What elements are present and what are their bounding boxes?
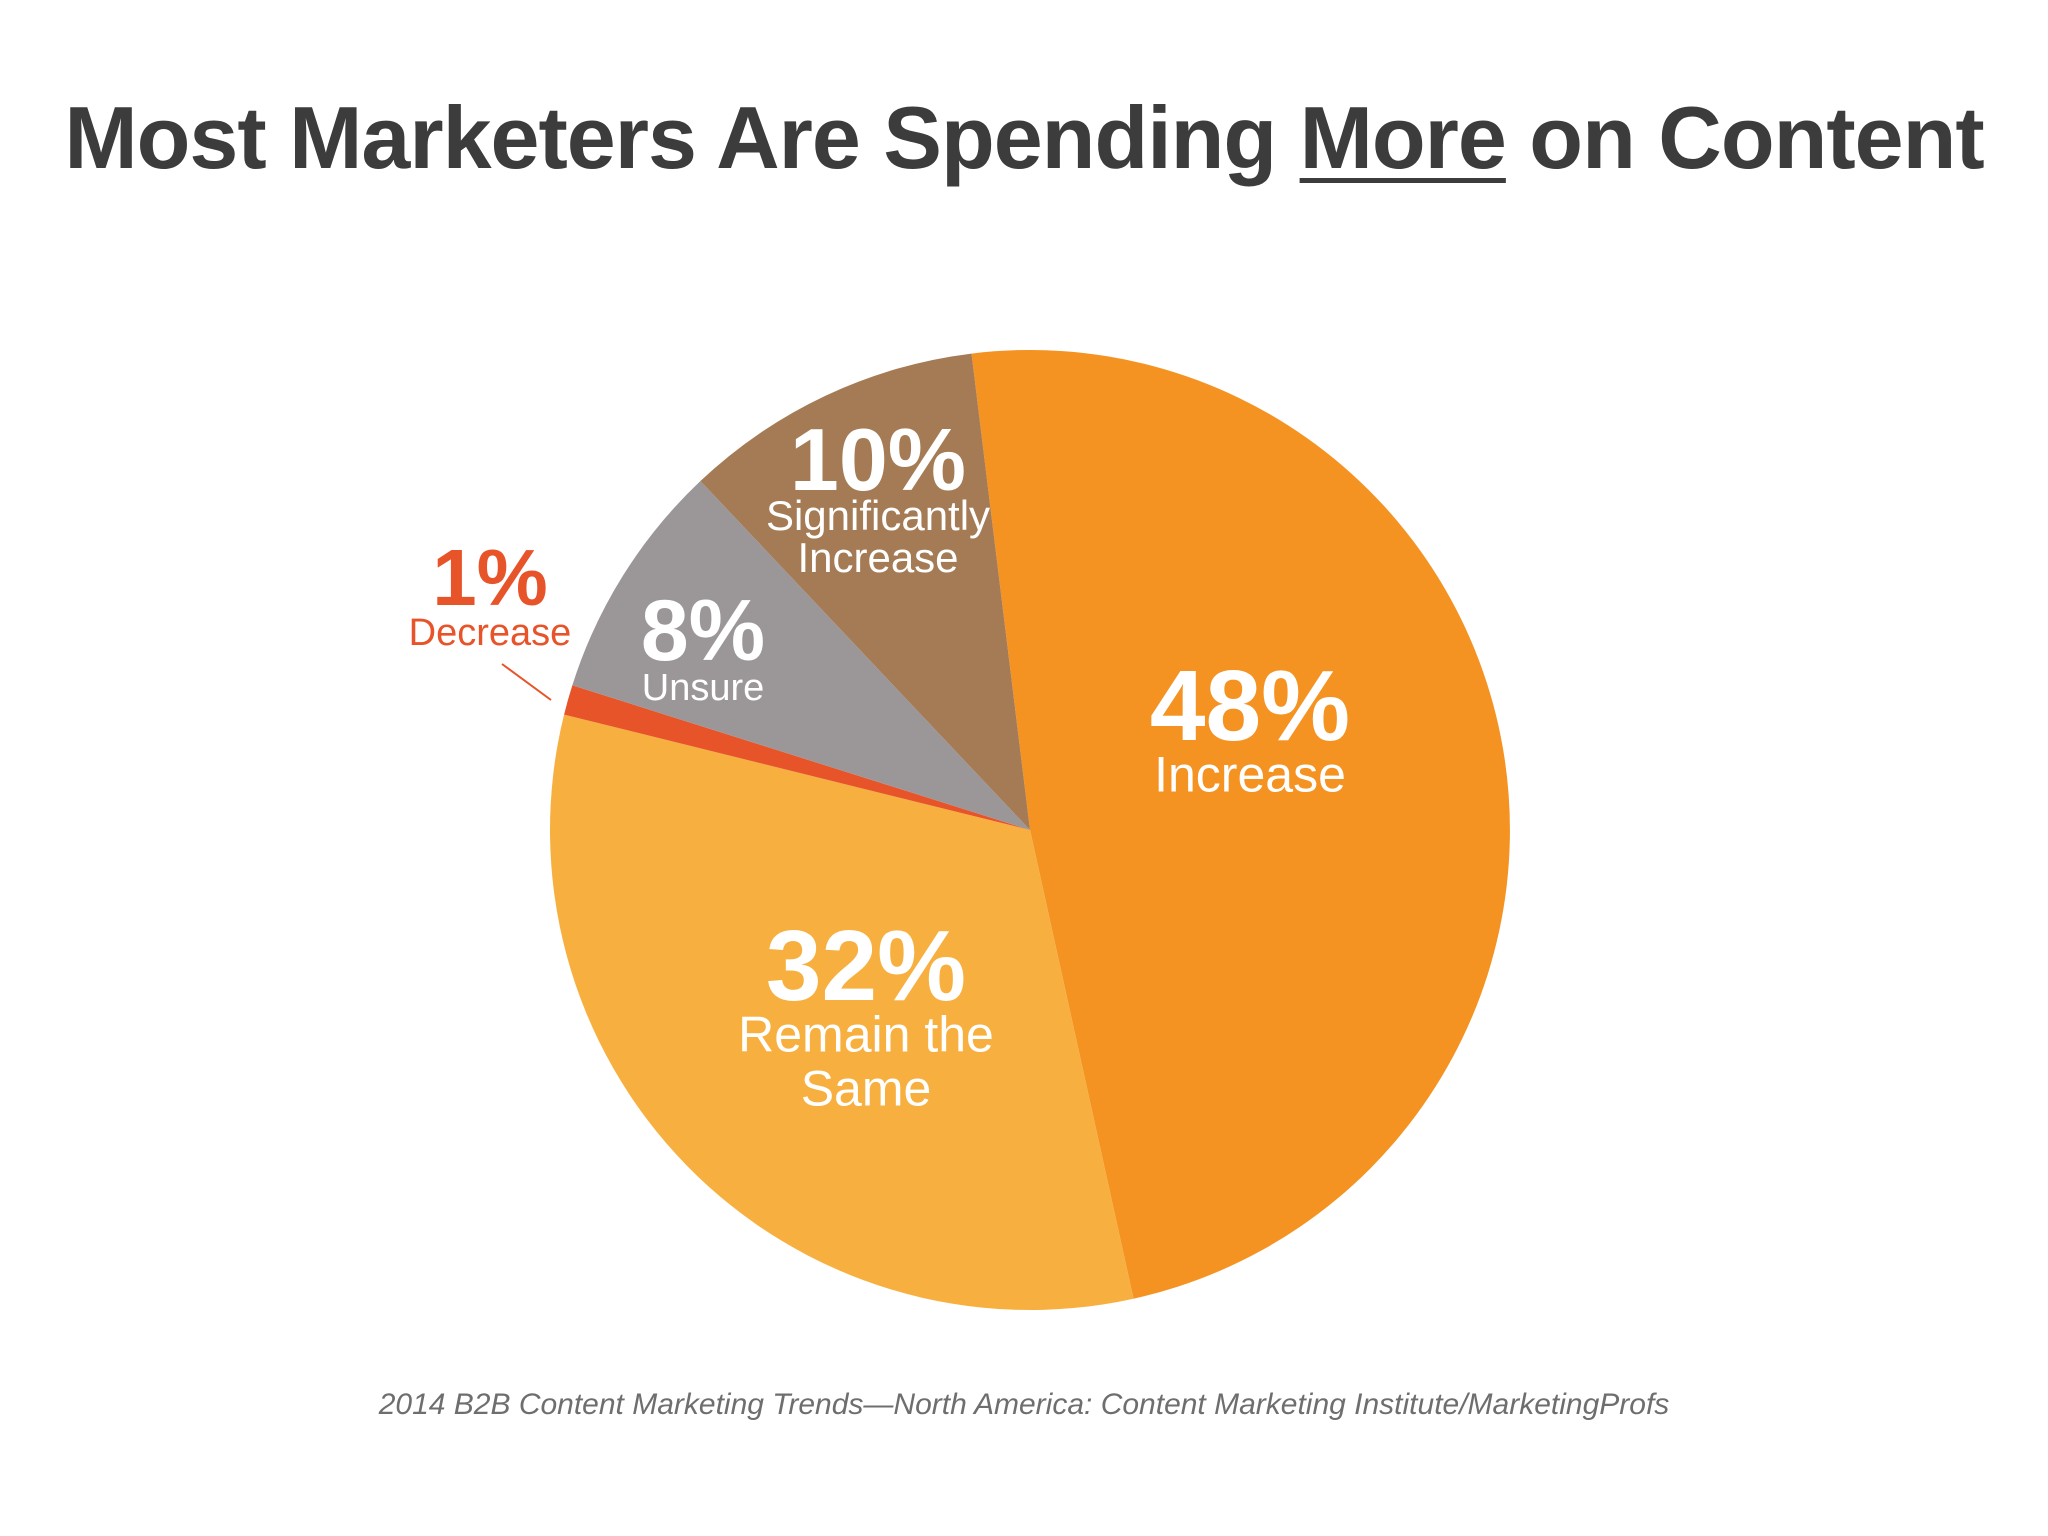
pie-slice-significantly-increase [700, 353, 1030, 830]
slice-label-decrease: 1%Decrease [409, 533, 572, 654]
slice-value-increase: 48% [1150, 650, 1350, 762]
decrease-leader-line [501, 663, 552, 701]
pie-slice-decrease [564, 685, 1030, 830]
slice-label-increase: 48%Increase [1150, 650, 1350, 802]
slice-category-significantly-increase-line-2: Increase [797, 534, 958, 581]
slice-value-significantly-increase: 10% [790, 410, 966, 509]
slice-value-unsure: 8% [641, 583, 765, 679]
slice-label-unsure: 8%Unsure [641, 583, 765, 709]
slice-category-significantly-increase-line-1: Significantly [766, 492, 990, 539]
source-citation: 2014 B2B Content Marketing Trends—North … [378, 1388, 1670, 1421]
slice-value-decrease: 1% [432, 533, 548, 622]
slice-category-remain-the-same-line-2: Same [801, 1060, 932, 1116]
title-text-after: on Content [1505, 88, 1984, 187]
slice-category-remain-the-same-line-1: Remain the [738, 1006, 994, 1062]
pie-slice-unsure [572, 481, 1030, 830]
pie-slice-remain-the-same [549, 714, 1134, 1310]
slice-category-decrease: Decrease [409, 612, 572, 654]
page-title: Most Marketers Are Spending More on Cont… [0, 88, 2048, 188]
title-text-before: Most Marketers Are Spending [64, 88, 1300, 187]
title-emphasis: More [1299, 88, 1507, 187]
slice-value-remain-the-same: 32% [766, 910, 966, 1022]
slice-category-increase: Increase [1154, 746, 1346, 802]
slice-category-unsure: Unsure [642, 667, 765, 709]
pie-slice-increase [971, 350, 1510, 1299]
